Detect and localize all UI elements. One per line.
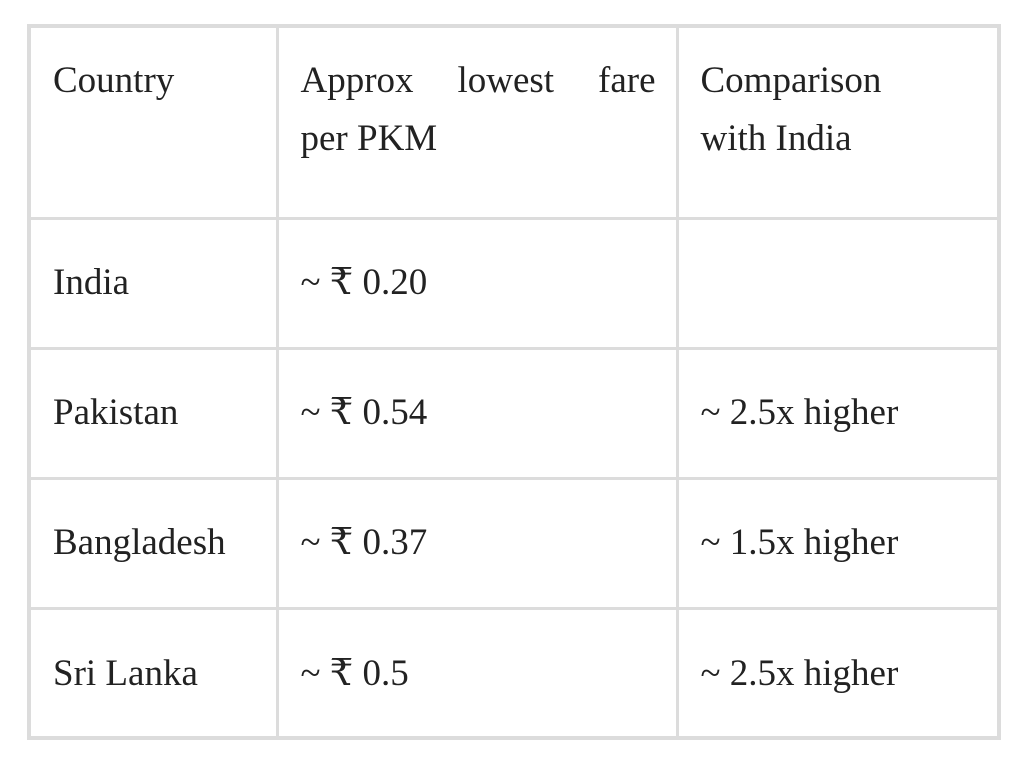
table-header-row: Country Approx lowest fare per PKM Compa… bbox=[31, 28, 997, 220]
cell-fare: ~ ₹ 0.20 bbox=[275, 216, 679, 350]
cell-comparison: ~ 2.5x higher bbox=[675, 346, 997, 480]
header-fare-label-line1: Approx lowest fare bbox=[300, 60, 656, 101]
header-comparison: Comparison with India bbox=[675, 28, 997, 220]
cell-comparison bbox=[675, 216, 997, 350]
table-row: Bangladesh ~ ₹ 0.37 ~ 1.5x higher bbox=[31, 476, 997, 610]
header-country-label: Country bbox=[53, 60, 175, 101]
cell-comparison: ~ 1.5x higher bbox=[675, 476, 997, 610]
fare-comparison-table: Country Approx lowest fare per PKM Compa… bbox=[31, 28, 997, 738]
table-row: India ~ ₹ 0.20 bbox=[31, 216, 997, 350]
table-row: Sri Lanka ~ ₹ 0.5 ~ 2.5x higher bbox=[31, 606, 997, 738]
cell-country: Bangladesh bbox=[31, 476, 279, 610]
header-fare: Approx lowest fare per PKM bbox=[275, 28, 679, 220]
cell-country: India bbox=[31, 216, 279, 350]
cell-comparison: ~ 2.5x higher bbox=[675, 606, 997, 738]
cell-fare: ~ ₹ 0.37 bbox=[275, 476, 679, 610]
table-row: Pakistan ~ ₹ 0.54 ~ 2.5x higher bbox=[31, 346, 997, 480]
header-comparison-label-line1: Comparison bbox=[700, 60, 882, 101]
cell-country: Sri Lanka bbox=[31, 606, 279, 738]
header-comparison-label-line2: with India bbox=[700, 118, 852, 159]
header-fare-label-line2: per PKM bbox=[300, 118, 438, 159]
cell-country: Pakistan bbox=[31, 346, 279, 480]
header-country: Country bbox=[31, 28, 279, 220]
cell-fare: ~ ₹ 0.54 bbox=[275, 346, 679, 480]
cell-fare: ~ ₹ 0.5 bbox=[275, 606, 679, 738]
fare-comparison-table-container: Country Approx lowest fare per PKM Compa… bbox=[27, 24, 1001, 740]
